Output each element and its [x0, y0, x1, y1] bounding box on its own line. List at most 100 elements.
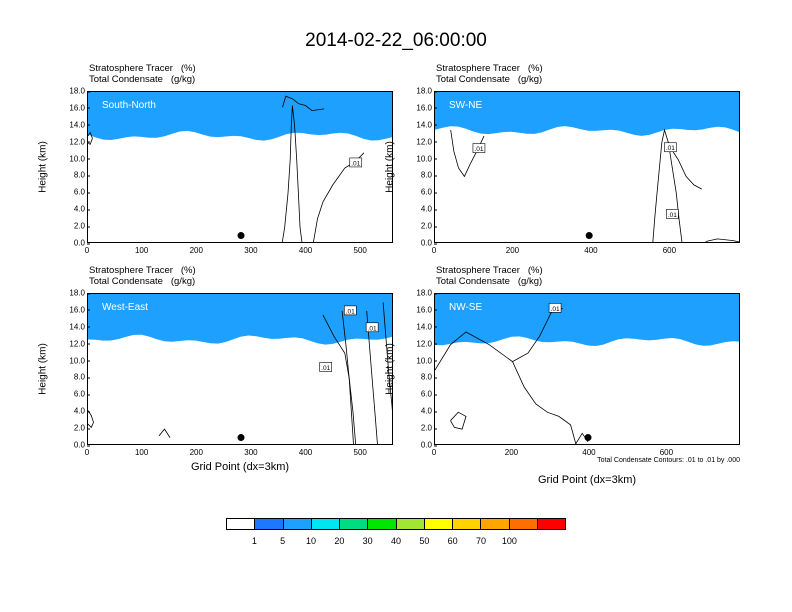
panel-title-tracer: Stratosphere Tracer (%)	[436, 63, 543, 74]
x-axis-ticks: 0 100 200 300 400 500	[85, 446, 393, 458]
x-axis-ticks: 0 100 200 300 400 500	[85, 244, 393, 256]
panel-title-condensate: Total Condensate (g/kg)	[436, 74, 543, 85]
x-tick-label: 200	[189, 448, 203, 457]
x-tick-label: 400	[582, 448, 596, 457]
y-tick-label: 10.0	[69, 154, 90, 164]
y-tick-label: 2.0	[73, 423, 91, 433]
colorbar-label: 5	[280, 536, 286, 546]
y-tick-label: 4.0	[420, 204, 438, 214]
y-tick-label: 8.0	[420, 170, 438, 180]
x-tick-label: 600	[662, 246, 677, 255]
x-tick-label: 300	[244, 246, 258, 255]
cross-section-label: SW-NE	[449, 100, 483, 111]
y-axis-label: Height (km)	[384, 343, 396, 395]
y-tick-label: 12.0	[416, 339, 437, 349]
colorbar-swatch	[537, 519, 565, 529]
location-marker	[585, 232, 593, 240]
svg-text:.01: .01	[346, 308, 355, 315]
panel-title-condensate: Total Condensate (g/kg)	[89, 74, 196, 85]
contour-footnote: Total Condensate Contours: .01 to .01 by…	[597, 457, 740, 464]
condensate-contour	[512, 361, 577, 444]
y-tick-label: 0.0	[420, 238, 438, 248]
condensate-contour	[158, 428, 171, 438]
y-tick-label: 4.0	[420, 406, 438, 416]
svg-text:.01: .01	[474, 146, 483, 153]
colorbar-swatch	[453, 519, 482, 529]
plot-area: .01 South-North	[87, 91, 393, 243]
y-tick-label: 18.0	[416, 288, 437, 298]
svg-text:.01: .01	[551, 306, 560, 313]
y-axis-ticks: 0.0 2.0 4.0 6.0 8.0 10.0 12.0 14.0 16.0 18.0	[404, 87, 438, 248]
condensate-contour	[341, 310, 354, 444]
plot-svg: .01 .01 .01	[88, 294, 392, 444]
x-tick-label: 100	[134, 246, 149, 255]
y-tick-label: 2.0	[420, 221, 438, 231]
colorbar-swatch	[340, 519, 369, 529]
panel-title-condensate: Total Condensate (g/kg)	[436, 276, 543, 287]
contour-label: .01	[365, 322, 379, 332]
colorbar-swatch	[227, 519, 256, 529]
condensate-contour	[281, 105, 303, 242]
panel-west-east: Stratosphere Tracer (%) Total Condensate …	[38, 265, 393, 475]
condensate-contour	[450, 129, 485, 178]
svg-text:.01: .01	[321, 365, 330, 372]
condensate-contour	[705, 238, 739, 242]
y-tick-label: 8.0	[73, 372, 91, 382]
condensate-contour	[322, 314, 357, 444]
cross-section-label: South-North	[102, 100, 156, 111]
colorbar-swatch	[368, 519, 397, 529]
y-tick-label: 2.0	[420, 423, 438, 433]
condensate-contour	[670, 147, 702, 190]
x-axis-ticks: 0 200 400 600	[432, 244, 740, 256]
plot-area: .01 NW-SE	[434, 293, 740, 445]
condensate-contour	[282, 95, 325, 112]
x-tick-label: 200	[505, 246, 520, 255]
colorbar-swatch	[283, 519, 312, 529]
plot-svg: .01	[88, 92, 392, 242]
panel-south-north: Stratosphere Tracer (%) Total Condensate …	[38, 63, 393, 273]
panel-sw-ne: Stratosphere Tracer (%) Total Condensate …	[385, 63, 740, 273]
plot-svg: .01	[435, 294, 739, 444]
y-tick-label: 10.0	[416, 356, 437, 366]
y-tick-label: 6.0	[420, 187, 438, 197]
x-axis-ticks: 0 200 400 600	[431, 446, 740, 458]
contour-label: .01	[472, 143, 486, 153]
contour-label: .01	[349, 157, 363, 167]
y-tick-label: 4.0	[73, 406, 91, 416]
y-tick-label: 6.0	[73, 187, 91, 197]
y-tick-label: 18.0	[69, 86, 90, 96]
location-marker	[584, 434, 592, 442]
panel-title-tracer: Stratosphere Tracer (%)	[89, 265, 196, 276]
main-title: 2014-02-22_06:00:00	[305, 30, 487, 51]
y-tick-label: 18.0	[416, 86, 437, 96]
colorbar-label: 60	[447, 536, 458, 546]
y-tick-label: 16.0	[69, 103, 90, 113]
x-tick-label: 0	[431, 448, 437, 457]
location-marker	[237, 232, 245, 240]
y-axis-label: Height (km)	[37, 343, 49, 395]
contour-label: .01	[343, 305, 357, 315]
y-tick-label: 10.0	[416, 154, 437, 164]
y-axis-ticks: 0.0 2.0 4.0 6.0 8.0 10.0 12.0 14.0 16.0 18.0	[57, 289, 91, 450]
contour-label: .01	[664, 142, 677, 152]
colorbar-swatch	[481, 519, 510, 529]
colorbar-swatch	[424, 519, 453, 529]
y-tick-label: 16.0	[416, 103, 437, 113]
y-tick-label: 16.0	[69, 305, 90, 315]
x-tick-label: 200	[504, 448, 519, 457]
y-tick-label: 2.0	[73, 221, 91, 231]
svg-text:.01: .01	[666, 145, 675, 152]
colorbar-label: 30	[362, 536, 373, 546]
colorbar-label: 50	[419, 536, 430, 546]
x-tick-label: 300	[244, 448, 258, 457]
y-axis-label: Height (km)	[384, 141, 396, 193]
panel-title-condensate: Total Condensate (g/kg)	[89, 276, 196, 287]
x-axis-label: Grid Point (dx=3km)	[190, 461, 290, 473]
y-tick-label: 14.0	[69, 120, 90, 130]
panel-title-tracer: Stratosphere Tracer (%)	[89, 63, 196, 74]
condensate-contour	[652, 128, 683, 242]
y-tick-label: 16.0	[416, 305, 437, 315]
y-tick-label: 0.0	[73, 440, 91, 450]
svg-text:.01: .01	[351, 160, 360, 167]
tracer-band	[435, 294, 739, 346]
